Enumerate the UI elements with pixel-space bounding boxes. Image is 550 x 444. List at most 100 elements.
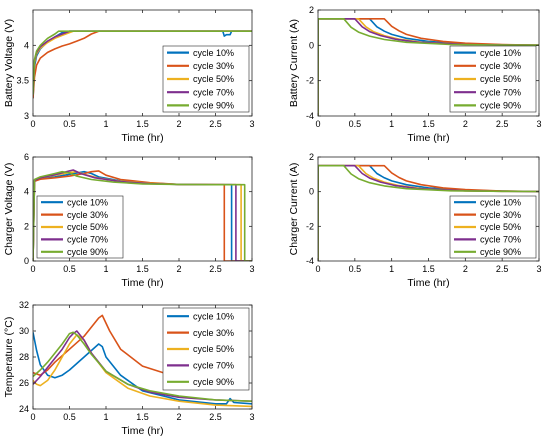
y-tick-label: 2 [309, 5, 314, 15]
legend-entry-label: cycle 10% [480, 48, 521, 58]
y-tick-label: 6 [24, 152, 29, 162]
legend-entry-label: cycle 90% [480, 101, 521, 111]
legend-entry-label: cycle 50% [67, 222, 108, 232]
legend-entry-label: cycle 90% [193, 101, 234, 111]
series-line-cycle90 [318, 164, 539, 261]
legend-entry-label: cycle 70% [193, 361, 234, 371]
x-tick-label: 2 [176, 119, 181, 129]
x-tick-label: 3 [249, 264, 254, 274]
legend-entry-label: cycle 30% [193, 61, 234, 71]
y-axis-label: Charger Current (A) [288, 163, 300, 256]
x-tick-label: 2.5 [496, 119, 509, 129]
y-tick-label: 4 [24, 187, 29, 197]
y-tick-label: 0 [309, 40, 314, 50]
x-tick-label: 0.5 [63, 412, 76, 422]
y-tick-label: 24 [19, 404, 29, 414]
legend: cycle 10% cycle 30% cycle 50% cycle 70% cycl… [449, 195, 537, 259]
x-tick-label: 1 [389, 264, 394, 274]
x-tick-label: 1 [103, 264, 108, 274]
y-tick-label: -2 [306, 76, 314, 86]
x-axis-label: Time (hr) [121, 277, 163, 289]
y-axis-label: Charger Voltage (V) [3, 163, 15, 256]
series-line-cycle90 [33, 331, 252, 402]
x-tick-label: 0 [30, 412, 35, 422]
y-tick-label: 2 [24, 221, 29, 231]
x-tick-label: 3 [536, 119, 541, 129]
x-tick-label: 2.5 [209, 119, 222, 129]
chart-panel-5: 0 0.5 1 1.5 2 2.5 3 24 26 28 30 32 Time (hr) Temperat… [3, 300, 255, 437]
legend-entry-label: cycle 50% [193, 74, 234, 84]
legend-entry-label: cycle 10% [67, 197, 108, 207]
x-tick-label: 0 [30, 264, 35, 274]
x-tick-label: 2.5 [496, 264, 509, 274]
y-tick-label: 3.5 [16, 76, 29, 86]
legend-entry-label: cycle 50% [480, 222, 521, 232]
y-tick-label: 28 [19, 352, 29, 362]
x-axis-label: Time (hr) [121, 425, 163, 437]
y-tick-label: 4 [24, 40, 29, 50]
legend-entry-label: cycle 50% [480, 74, 521, 84]
x-tick-label: 0.5 [349, 264, 362, 274]
series-line-cycle30 [318, 164, 539, 261]
series-group [318, 164, 539, 261]
y-tick-label: -4 [306, 111, 314, 121]
y-tick-label: 26 [19, 378, 29, 388]
series-group [33, 30, 252, 99]
x-tick-label: 2.5 [209, 264, 222, 274]
series-group [318, 18, 539, 116]
y-tick-label: 0 [24, 256, 29, 266]
y-tick-label: 30 [19, 326, 29, 336]
legend-entry-label: cycle 70% [480, 235, 521, 245]
x-tick-label: 0.5 [349, 119, 362, 129]
x-tick-label: 0.5 [63, 119, 76, 129]
legend-entry-label: cycle 90% [480, 247, 521, 257]
y-axis-label: Battery Current (A) [288, 19, 300, 107]
y-tick-label: 2 [309, 152, 314, 162]
series-group [33, 169, 252, 261]
legend-entry-label: cycle 30% [480, 210, 521, 220]
legend-entry-label: cycle 10% [480, 197, 521, 207]
x-tick-label: 1.5 [136, 412, 149, 422]
series-line-cycle90 [318, 18, 539, 116]
y-tick-label: 3 [24, 111, 29, 121]
legend-entry-label: cycle 10% [193, 311, 234, 321]
x-tick-label: 1.5 [136, 119, 149, 129]
series-line-cycle30 [33, 314, 238, 386]
x-tick-label: 2 [463, 264, 468, 274]
x-tick-label: 1.5 [422, 119, 435, 129]
x-tick-label: 2 [176, 412, 181, 422]
x-tick-label: 2 [176, 264, 181, 274]
legend-entry-label: cycle 70% [67, 235, 108, 245]
y-tick-label: 0 [309, 187, 314, 197]
series-line-cycle30 [318, 18, 539, 116]
legend: cycle 10% cycle 30% cycle 50% cycle 70% cycl… [449, 45, 537, 113]
x-tick-label: 1.5 [422, 264, 435, 274]
x-tick-label: 1 [103, 412, 108, 422]
chart-panel-4: 0 0.5 1 1.5 2 2.5 3 -4 -2 0 2 Time (hr) Charger Curr… [288, 152, 542, 289]
legend-entry-label: cycle 70% [480, 87, 521, 97]
y-axis-label: Temperature (°C) [3, 317, 15, 398]
legend-entry-label: cycle 30% [480, 61, 521, 71]
x-axis-label: Time (hr) [407, 277, 449, 289]
x-tick-label: 2.5 [209, 412, 222, 422]
y-tick-label: -2 [306, 221, 314, 231]
x-tick-label: 0.5 [63, 264, 76, 274]
legend-box [162, 307, 250, 391]
x-tick-label: 1 [103, 119, 108, 129]
x-tick-label: 1 [389, 119, 394, 129]
legend-entry-label: cycle 10% [193, 48, 234, 58]
legend-entry-label: cycle 50% [193, 344, 234, 354]
x-axis-label: Time (hr) [121, 132, 163, 144]
x-tick-label: 3 [536, 264, 541, 274]
legend-entry-label: cycle 90% [67, 247, 108, 257]
chart-panel-2: 0 0.5 1 1.5 2 2.5 3 -4 -2 0 2 Time (hr) Battery Curr… [288, 5, 542, 144]
legend: cycle 10% cycle 30% cycle 50% cycle 70% cycl… [36, 195, 124, 259]
x-axis-label: Time (hr) [407, 132, 449, 144]
series-line-cycle90 [33, 170, 252, 261]
x-tick-label: 3 [249, 412, 254, 422]
x-tick-label: 2 [463, 119, 468, 129]
series-line-cycle90 [33, 30, 252, 95]
legend: cycle 10% cycle 30% cycle 50% cycle 70% cycl… [162, 45, 250, 113]
y-tick-label: -4 [306, 256, 314, 266]
